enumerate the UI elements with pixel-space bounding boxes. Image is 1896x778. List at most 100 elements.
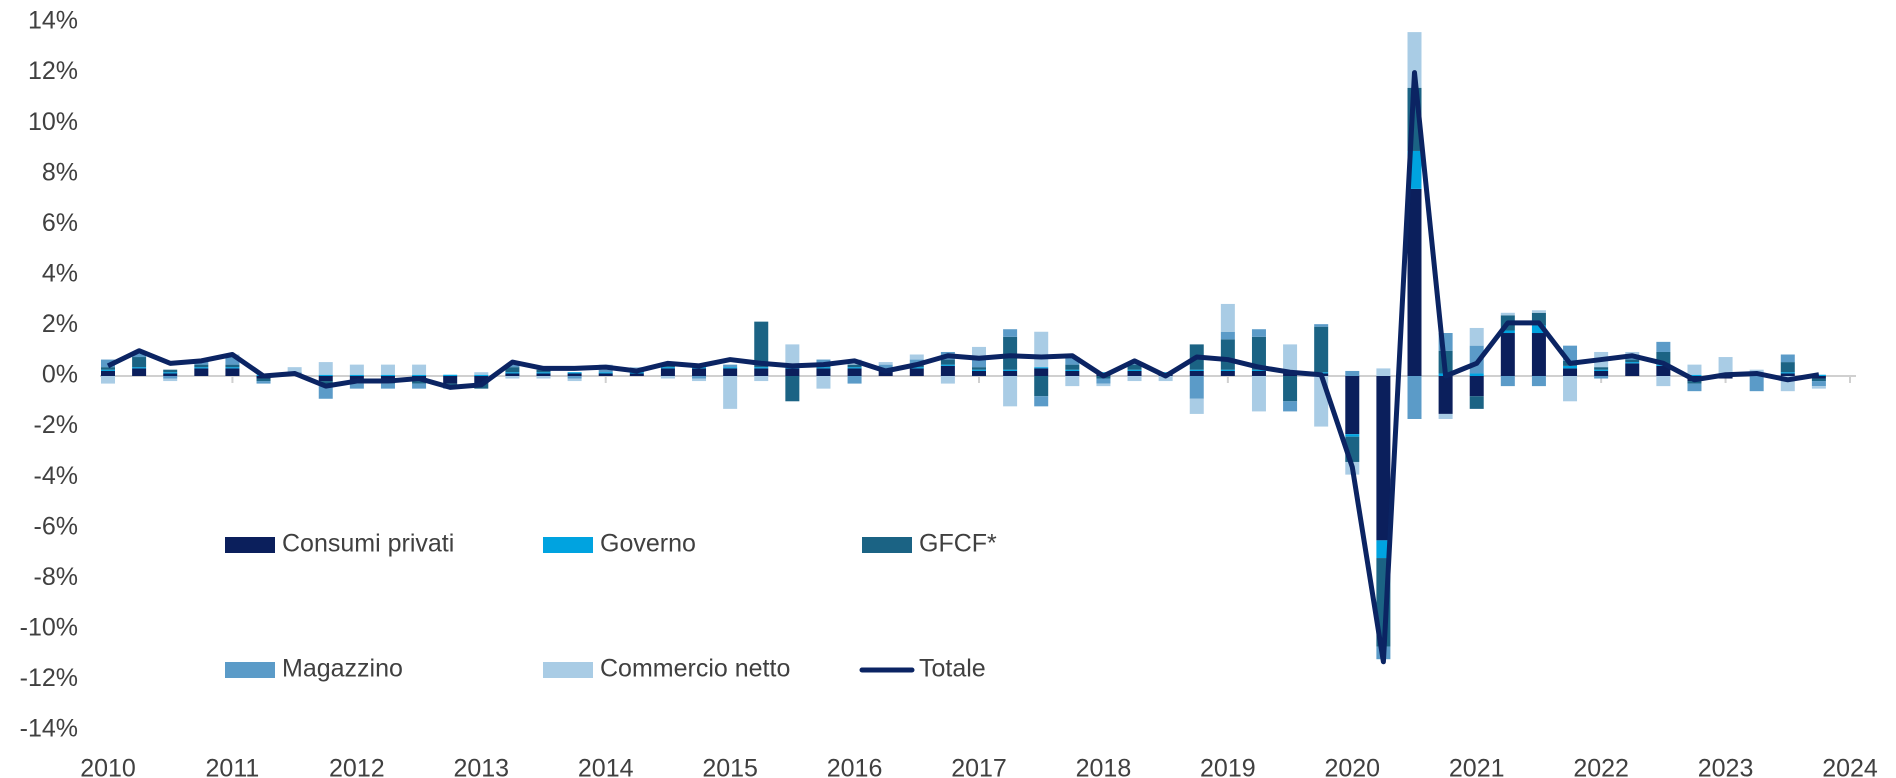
bar xyxy=(816,367,831,369)
y-tick-label: 12% xyxy=(28,57,78,85)
y-tick-label: 2% xyxy=(42,310,78,338)
bar xyxy=(1314,326,1329,373)
bar xyxy=(1625,362,1640,364)
bar xyxy=(847,368,862,376)
bar xyxy=(972,367,986,370)
bar xyxy=(940,364,955,366)
bar xyxy=(1220,303,1235,332)
bar xyxy=(1656,341,1671,352)
bar xyxy=(1034,376,1049,397)
bar xyxy=(132,367,147,369)
bar xyxy=(505,376,520,379)
bar xyxy=(163,378,178,382)
y-tick-label: -12% xyxy=(20,664,78,692)
bar xyxy=(132,368,147,376)
bar xyxy=(1345,434,1360,437)
x-tick-label: 2011 xyxy=(206,755,260,778)
bar xyxy=(349,376,364,382)
bar xyxy=(1594,370,1609,376)
bar xyxy=(1563,376,1578,402)
bar xyxy=(536,373,551,376)
bar xyxy=(318,374,333,376)
bar xyxy=(660,376,675,379)
bar xyxy=(1469,327,1484,346)
bar xyxy=(163,376,178,379)
bar xyxy=(598,373,613,376)
x-tick-label: 2017 xyxy=(951,755,1007,778)
bar xyxy=(101,369,115,371)
bar xyxy=(785,344,800,365)
bar xyxy=(754,376,769,382)
bar xyxy=(536,372,551,374)
bar xyxy=(536,369,551,373)
bar xyxy=(1687,374,1702,376)
bar xyxy=(1687,383,1702,392)
bar xyxy=(443,374,458,376)
bar xyxy=(1780,362,1795,373)
bar xyxy=(1438,376,1453,414)
bar xyxy=(536,376,551,379)
x-tick-label: 2023 xyxy=(1698,755,1754,778)
bar xyxy=(1189,370,1204,376)
bar xyxy=(132,357,147,368)
bar xyxy=(1500,312,1515,316)
bar xyxy=(1127,376,1142,382)
x-tick-label: 2019 xyxy=(1200,755,1256,778)
bar xyxy=(909,368,924,376)
bar xyxy=(1034,368,1049,376)
y-tick-label: -6% xyxy=(34,512,78,540)
x-tick-label: 2021 xyxy=(1449,755,1505,778)
bar xyxy=(660,368,675,376)
x-tick-label: 2020 xyxy=(1324,755,1380,778)
bar xyxy=(256,378,271,382)
bar xyxy=(1189,369,1204,371)
bar xyxy=(1283,373,1298,376)
bar xyxy=(505,367,520,373)
bar xyxy=(1563,365,1578,369)
bar xyxy=(1251,336,1266,370)
bar xyxy=(1656,365,1671,376)
y-tick-label: 4% xyxy=(42,259,78,287)
x-tick-label: 2013 xyxy=(453,755,509,778)
bar xyxy=(1220,331,1235,340)
legend-swatch xyxy=(543,537,593,553)
bar xyxy=(1189,398,1204,414)
bar xyxy=(101,376,115,384)
bar xyxy=(1283,401,1298,412)
bar xyxy=(1718,357,1733,375)
bar xyxy=(412,374,427,376)
bar xyxy=(909,367,924,369)
bar xyxy=(225,364,240,368)
bar xyxy=(723,364,738,368)
bar xyxy=(816,376,831,389)
bar xyxy=(474,372,489,375)
bar xyxy=(567,373,582,376)
bar xyxy=(754,368,769,376)
legend-swatch xyxy=(543,662,593,678)
y-tick-label: -14% xyxy=(20,715,78,743)
bar xyxy=(349,364,364,375)
legend-label: Governo xyxy=(600,530,696,558)
y-tick-label: -2% xyxy=(34,411,78,439)
x-tick-label: 2010 xyxy=(80,755,136,778)
bar xyxy=(598,372,613,374)
bar xyxy=(194,367,209,369)
bar xyxy=(412,383,427,389)
bar xyxy=(256,381,271,384)
bar xyxy=(1531,325,1546,334)
bar xyxy=(692,376,707,379)
legend-label: Totale xyxy=(919,655,986,683)
bar xyxy=(972,370,986,376)
line xyxy=(106,70,1820,665)
bar xyxy=(412,381,427,384)
bar xyxy=(163,369,178,373)
bar xyxy=(1594,367,1609,370)
legend-label: GFCF* xyxy=(919,530,997,558)
bar xyxy=(1220,370,1235,376)
x-tick-label: 2016 xyxy=(827,755,883,778)
bar xyxy=(318,362,333,375)
legend-swatch xyxy=(862,537,912,553)
bar xyxy=(1469,376,1484,397)
bar xyxy=(1096,378,1111,384)
